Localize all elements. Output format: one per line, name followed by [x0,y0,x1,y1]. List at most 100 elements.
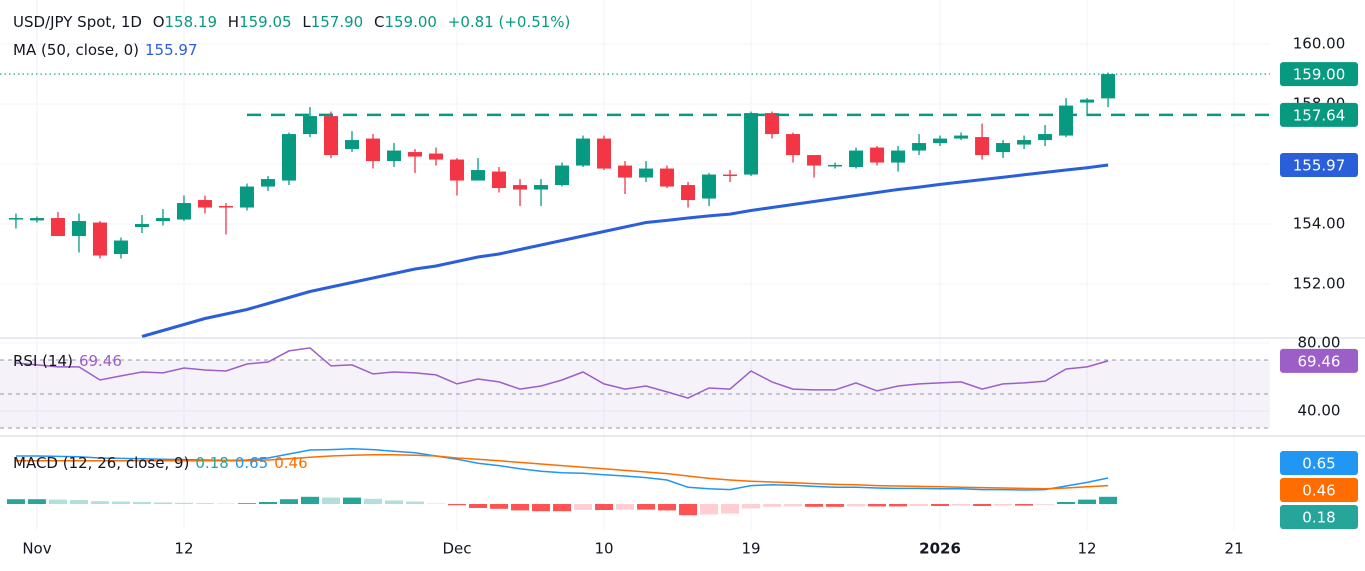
candle-body [302,116,317,135]
candle-body [29,218,44,221]
y-tick-label: 40.00 [1298,402,1341,420]
candle-body [1038,134,1053,141]
macd-histogram-bar [763,504,782,507]
ohlc-value: 158.19 [164,13,218,31]
candle-body [639,168,654,178]
candle-body [1080,99,1095,103]
candle-body [260,179,275,187]
candle-body [197,200,212,208]
macd-histogram-bar [952,504,971,506]
macd-histogram-bar [69,500,88,504]
price-badge [1280,102,1358,127]
candle-body [92,222,107,256]
macd-histogram-bar [111,501,130,504]
macd-histogram-bar [174,502,193,504]
candle-body [912,143,927,151]
x-tick-label: 19 [741,540,760,558]
candle-body [702,174,717,199]
macd-histogram-bar [658,504,677,511]
candle-body [8,218,23,220]
macd-histogram-bar [847,504,866,507]
x-tick-label: 2026 [919,540,961,558]
price-badge-label: 69.46 [1298,352,1341,370]
y-tick-label: 80.00 [1298,333,1341,351]
rsi-legend: RSI (14) 69.46 [13,352,128,370]
candle-body [534,185,549,190]
macd-histogram-bar [973,504,992,506]
macd-histogram-bar [1078,499,1097,504]
price-badge [1280,505,1358,529]
candle-body [344,140,359,150]
ma-name: MA (50, close, 0) [13,41,140,59]
macd-legend: MACD (12, 26, close, 9) 0.18 0.65 0.46 [13,454,314,472]
candle-body [891,150,906,163]
signal-line [16,454,1109,490]
macd-histogram-bar [1036,504,1055,505]
candle-body [387,150,402,162]
ohlc-key: C [373,13,385,31]
macd-histogram-bar [258,502,277,504]
symbol-legend: USD/JPY Spot, 1D O158.19 H159.05 L157.90… [13,13,576,31]
macd-histogram-bar [784,504,803,507]
candle-body [996,143,1011,153]
price-badge [1280,451,1358,475]
macd-value: 0.65 [234,454,269,472]
moving-average-line [141,163,1109,338]
macd-histogram-bar [679,504,698,516]
macd-name: MACD (12, 26, close, 9) [13,454,190,472]
macd-histogram-bar [574,504,593,510]
macd-histogram-bar [910,504,929,506]
candle-body [933,138,948,144]
macd-histogram-bar [1099,496,1118,504]
candle-body [975,137,990,156]
axis-layer: Nov12Dec101920261221152.00154.00156.0015… [22,35,1345,558]
price-badge [1280,152,1358,177]
candle-body [597,138,612,169]
macd-histogram-bar [826,504,845,507]
price-badge-label: 0.46 [1302,482,1335,500]
rsi-name: RSI (14) [13,352,73,370]
ohlc-value: 159.00 [384,13,437,31]
macd-histogram-bar [700,504,719,515]
candle-body [239,186,254,208]
candle-body [744,113,759,175]
macd-histogram-bar [742,504,761,509]
candle-body [50,218,65,237]
candle-body [576,138,591,166]
symbol-title: USD/JPY Spot, 1D [13,13,142,31]
x-tick-label: Dec [442,540,471,558]
candle-body [513,185,528,190]
candle-body [555,165,570,186]
ohlc-value: 159.05 [239,13,292,31]
histogram-value: 0.18 [195,454,229,472]
macd-histogram-bar [637,504,656,510]
y-tick-label: 160.00 [1293,35,1346,53]
candle-body [492,171,507,189]
macd-histogram-bar [721,504,740,514]
ohlc-key: O [152,13,165,31]
macd-histogram-bar [90,501,109,504]
macd-histogram-bar [448,504,467,506]
macd-histogram-bar [490,504,509,509]
macd-histogram-bar [1057,502,1076,504]
candle-body [281,134,296,181]
macd-histogram-bar [406,501,425,504]
rsi-value: 69.46 [78,352,122,370]
macd-histogram-bar [889,504,908,507]
ohlc-key: L [302,13,311,31]
macd-histogram-bar [6,499,25,504]
macd-histogram-bar [321,497,340,504]
macd-histogram-bar [553,504,572,512]
macd-histogram-bar [27,499,46,504]
candle-body [471,170,486,181]
x-tick-label: Nov [22,540,51,558]
macd-histogram-bar [300,496,319,504]
macd-histogram-bar [385,500,404,504]
candle-body [408,152,423,157]
y-tick-label: 152.00 [1293,275,1346,293]
macd-histogram-bar [469,504,488,508]
candle-body [365,138,380,162]
macd-histogram-bar [616,504,635,510]
signal-value: 0.46 [274,454,308,472]
